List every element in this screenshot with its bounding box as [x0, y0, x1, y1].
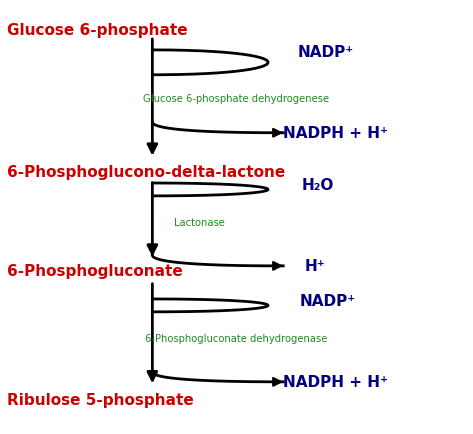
Text: NADPH + H⁺: NADPH + H⁺ [283, 375, 388, 389]
Text: H⁺: H⁺ [304, 259, 325, 274]
Text: NADPH + H⁺: NADPH + H⁺ [283, 126, 388, 141]
Text: Glucose 6-phosphate: Glucose 6-phosphate [8, 23, 188, 38]
Text: H₂O: H₂O [302, 178, 334, 192]
Text: Glucose 6-phosphate dehydrogenese: Glucose 6-phosphate dehydrogenese [143, 94, 330, 104]
Text: Ribulose 5-phosphate: Ribulose 5-phosphate [8, 391, 194, 407]
Text: NADP⁺: NADP⁺ [297, 45, 353, 59]
Text: Lactonase: Lactonase [174, 217, 225, 227]
Text: 6-Phosphoglucono-delta-lactone: 6-Phosphoglucono-delta-lactone [8, 164, 286, 180]
Text: 6-Phosphogluconate: 6-Phosphogluconate [8, 263, 183, 278]
Text: NADP⁺: NADP⁺ [299, 293, 356, 308]
Text: 6-Phosphogluconate dehydrogenase: 6-Phosphogluconate dehydrogenase [145, 333, 328, 343]
